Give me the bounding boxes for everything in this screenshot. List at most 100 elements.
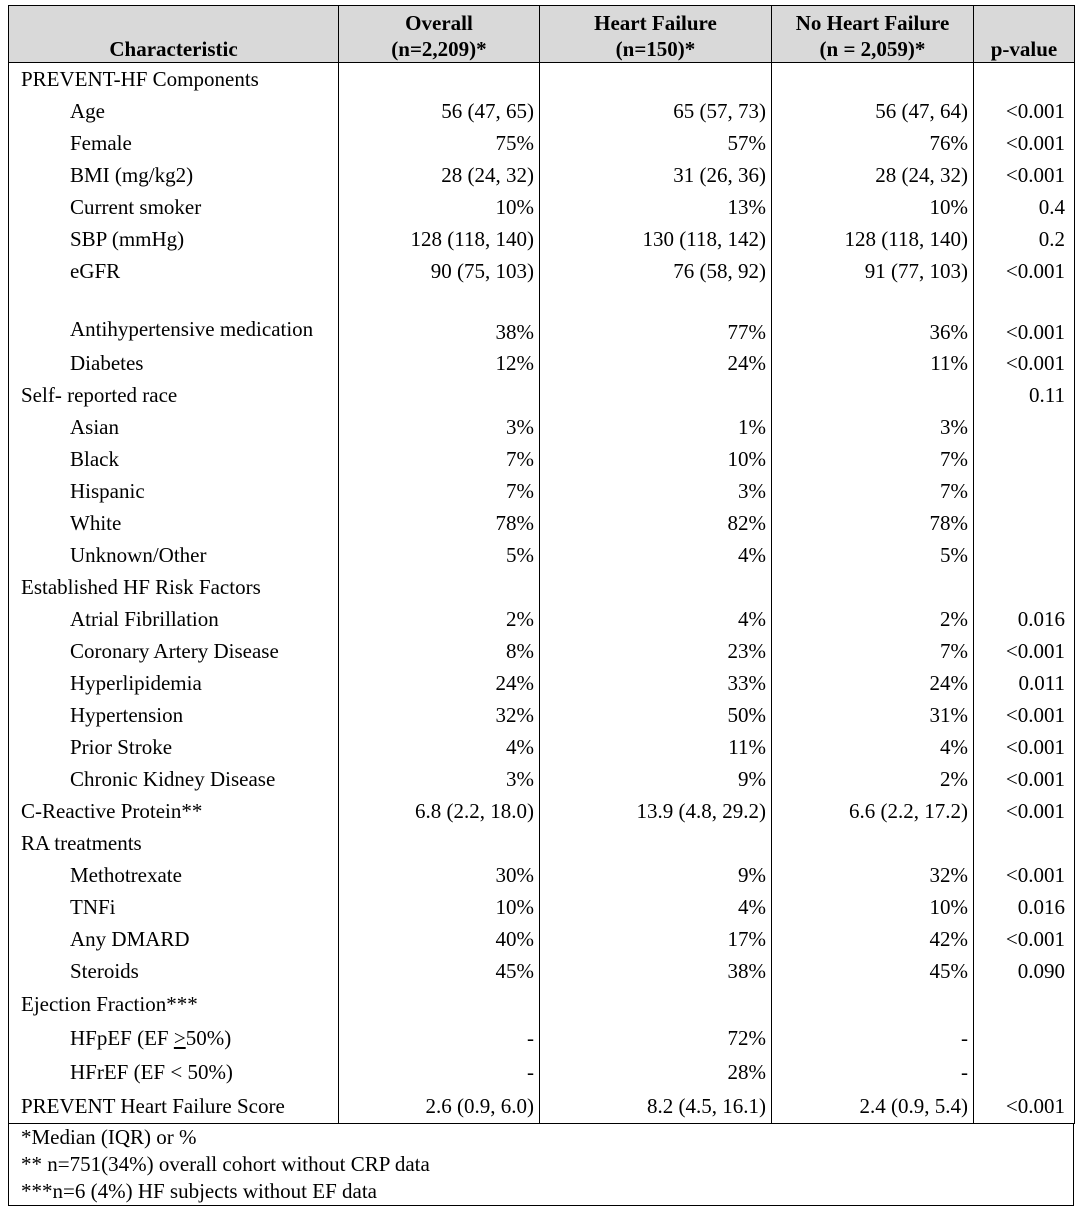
overall-value: 6.8 (2.2, 18.0) xyxy=(338,795,540,827)
row-label: Asian xyxy=(8,411,339,443)
footnote-crp: ** n=751(34%) overall cohort without CRP… xyxy=(21,1152,430,1176)
heart-failure-value: 72% xyxy=(539,1021,772,1055)
p-value xyxy=(973,507,1075,539)
heart-failure-value: 9% xyxy=(539,763,772,795)
row-label: Unknown/Other xyxy=(8,539,339,571)
no-heart-failure-value xyxy=(771,379,974,411)
overall-value xyxy=(338,379,540,411)
footnote-median-iqr: *Median (IQR) or % xyxy=(21,1125,197,1149)
heart-failure-value: 23% xyxy=(539,635,772,667)
heart-failure-value: 76 (58, 92) xyxy=(539,255,772,287)
p-value: <0.001 xyxy=(973,795,1075,827)
row-label: Ejection Fraction*** xyxy=(8,987,339,1021)
row-label: BMI (mg/kg2) xyxy=(8,159,339,191)
p-value xyxy=(973,827,1075,859)
table-row: Coronary Artery Disease 8% 23% 7% <0.001 xyxy=(8,635,1075,667)
row-label: Antihypertensive medication xyxy=(8,287,339,347)
heart-failure-value xyxy=(539,987,772,1021)
heart-failure-value: 28% xyxy=(539,1055,772,1089)
no-heart-failure-value: 3% xyxy=(771,411,974,443)
row-label: Atrial Fibrillation xyxy=(8,603,339,635)
header-overall: Overall (n=2,209)* xyxy=(338,5,540,63)
heart-failure-value: 9% xyxy=(539,859,772,891)
row-label: Chronic Kidney Disease xyxy=(8,763,339,795)
table-row: PREVENT-HF Components xyxy=(8,62,1075,95)
heart-failure-value: 17% xyxy=(539,923,772,955)
heart-failure-value xyxy=(539,571,772,603)
overall-value: 90 (75, 103) xyxy=(338,255,540,287)
no-heart-failure-value: 36% xyxy=(771,287,974,347)
table-row: HFrEF (EF < 50%) -28% - xyxy=(8,1055,1075,1089)
table-row: Age 56 (47, 65) 65 (57, 73) 56 (47, 64) <0.0… xyxy=(8,95,1075,127)
row-label: HFpEF (EF >50%) xyxy=(8,1021,339,1055)
table-row: Antihypertensive medication 38% 77% 36% <0.0… xyxy=(8,287,1075,347)
table-row: Asian 3% 1% 3% xyxy=(8,411,1075,443)
table-row: BMI (mg/kg2) 28 (24, 32) 31 (26, 36) 28 (24… xyxy=(8,159,1075,191)
heart-failure-value: 24% xyxy=(539,347,772,379)
no-heart-failure-value: 2.4 (0.9, 5.4) xyxy=(771,1089,974,1124)
p-value: <0.001 xyxy=(973,923,1075,955)
no-heart-failure-value: 128 (118, 140) xyxy=(771,223,974,255)
overall-value: 30% xyxy=(338,859,540,891)
no-heart-failure-value: 24% xyxy=(771,667,974,699)
p-value xyxy=(973,1021,1075,1055)
heart-failure-value: 13.9 (4.8, 29.2) xyxy=(539,795,772,827)
no-heart-failure-value: 28 (24, 32) xyxy=(771,159,974,191)
heart-failure-value xyxy=(539,827,772,859)
row-label: Current smoker xyxy=(8,191,339,223)
p-value xyxy=(973,1055,1075,1089)
row-label: HFrEF (EF < 50%) xyxy=(8,1055,339,1089)
heart-failure-value: 31 (26, 36) xyxy=(539,159,772,191)
table-row: Diabetes 12% 24% 11% <0.001 xyxy=(8,347,1075,379)
heart-failure-value: 10% xyxy=(539,443,772,475)
no-heart-failure-value: 31% xyxy=(771,699,974,731)
p-value: <0.001 xyxy=(973,859,1075,891)
table-row: Female 75% 57% 76% <0.001 xyxy=(8,127,1075,159)
table-row: Chronic Kidney Disease 3% 9% 2% <0.001 xyxy=(8,763,1075,795)
no-heart-failure-value: - xyxy=(771,1021,974,1055)
p-value xyxy=(973,62,1075,95)
table-row: HFpEF (EF >50%) -72% - xyxy=(8,1021,1075,1055)
p-value: <0.001 xyxy=(973,699,1075,731)
heart-failure-value: 77% xyxy=(539,287,772,347)
p-value: 0.11 xyxy=(973,379,1075,411)
no-heart-failure-value: 32% xyxy=(771,859,974,891)
no-heart-failure-value: 5% xyxy=(771,539,974,571)
no-heart-failure-value: 4% xyxy=(771,731,974,763)
heart-failure-value: 82% xyxy=(539,507,772,539)
overall-value: 2.6 (0.9, 6.0) xyxy=(338,1089,540,1124)
p-value xyxy=(973,571,1075,603)
p-value: <0.001 xyxy=(973,159,1075,191)
p-value: 0.016 xyxy=(973,603,1075,635)
heart-failure-value: 13% xyxy=(539,191,772,223)
footnote-ef: ***n=6 (4%) HF subjects without EF data xyxy=(21,1179,377,1203)
heart-failure-value: 4% xyxy=(539,891,772,923)
no-heart-failure-value: 2% xyxy=(771,603,974,635)
overall-value: 24% xyxy=(338,667,540,699)
p-value: <0.001 xyxy=(973,347,1075,379)
table-row: Atrial Fibrillation 2% 4% 2% 0.016 xyxy=(8,603,1075,635)
p-value: <0.001 xyxy=(973,255,1075,287)
header-p-value: p-value xyxy=(973,5,1075,63)
overall-value: 128 (118, 140) xyxy=(338,223,540,255)
table-row: SBP (mmHg) 128 (118, 140) 130 (118, 142) 12… xyxy=(8,223,1075,255)
p-value xyxy=(973,443,1075,475)
table-row: C-Reactive Protein** 6.8 (2.2, 18.0) 13.9 … xyxy=(8,795,1075,827)
heart-failure-value: 65 (57, 73) xyxy=(539,95,772,127)
heart-failure-value: 11% xyxy=(539,731,772,763)
table-row: Hispanic 7% 3% 7% xyxy=(8,475,1075,507)
heart-failure-value: 130 (118, 142) xyxy=(539,223,772,255)
table-row: RA treatments xyxy=(8,827,1075,859)
table-row: eGFR 90 (75, 103) 76 (58, 92) 91 (77, 103) <… xyxy=(8,255,1075,287)
table-row: Unknown/Other 5% 4% 5% xyxy=(8,539,1075,571)
characteristics-table: Characteristic Overall (n=2,209)* Heart F… xyxy=(8,5,1075,1124)
overall-value: 3% xyxy=(338,411,540,443)
overall-value xyxy=(338,62,540,95)
row-label: Black xyxy=(8,443,339,475)
row-label: Established HF Risk Factors xyxy=(8,571,339,603)
no-heart-failure-value: 7% xyxy=(771,635,974,667)
heart-failure-value: 3% xyxy=(539,475,772,507)
no-heart-failure-value: 45% xyxy=(771,955,974,987)
table-row: White 78% 82% 78% xyxy=(8,507,1075,539)
table-row: Hypertension 32% 50% 31% <0.001 xyxy=(8,699,1075,731)
